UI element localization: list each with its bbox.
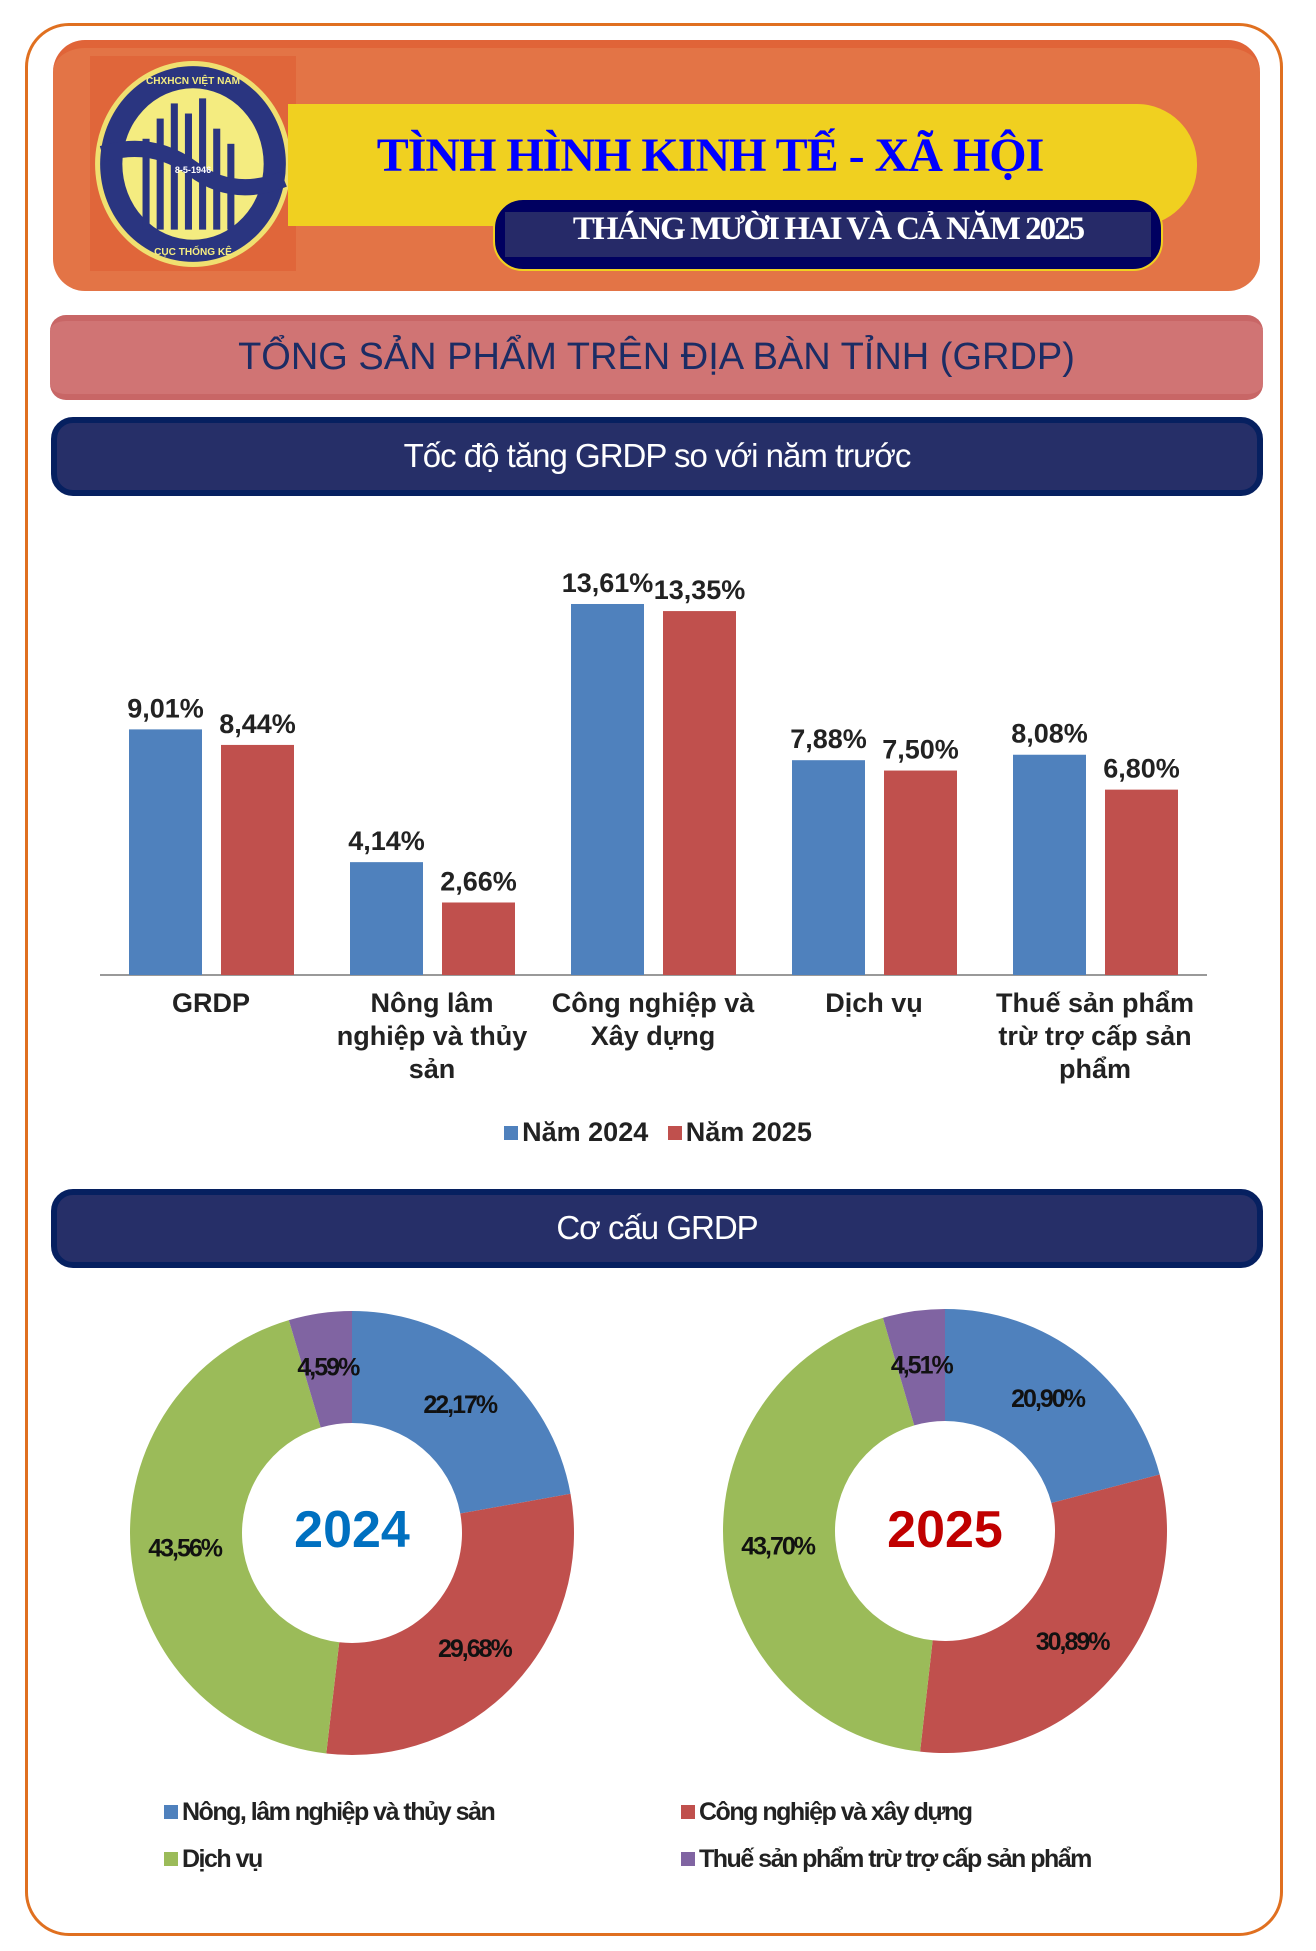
bar-2025	[663, 611, 736, 975]
category-label-line: Nông lâm	[370, 988, 494, 1018]
bar-data-label: 7,50%	[882, 735, 959, 765]
page-frame	[25, 23, 1283, 1936]
growth-section-header: Tốc độ tăng GRDP so với năm trước	[51, 417, 1263, 496]
growth-bar-chart: 9,01% 8,44% 4,14% 2,66% 13,61% 13,35% 7,88% 7,5…	[0, 540, 1316, 1140]
grdp-banner: TỔNG SẢN PHẨM TRÊN ĐỊA BÀN TỈNH (GRDP)	[50, 315, 1263, 400]
subtitle-inner	[505, 212, 1151, 257]
legend-item-2025: Năm 2025	[667, 1117, 812, 1147]
category-label: Dịch vụ	[764, 987, 984, 1020]
donut-slice	[945, 1309, 1160, 1503]
legend-swatch	[667, 1126, 682, 1140]
category-label-line: Dịch vụ	[825, 988, 923, 1018]
page-title: TÌNH HÌNH KINH TẾ - XÃ HỘI	[376, 129, 1045, 182]
donut-slice	[920, 1474, 1167, 1753]
donut-legend-industry: Công nghiệp và xây dựng	[681, 1798, 973, 1827]
legend-label: Năm 2024	[522, 1117, 649, 1147]
category-label-line: trừ trợ cấp sản	[998, 1021, 1192, 1051]
bar-2025	[1105, 789, 1178, 975]
bar-data-label: 4,14%	[348, 826, 425, 856]
donut-2025-center-label: 2025	[887, 1501, 1003, 1559]
bar-data-label: 8,44%	[219, 709, 296, 739]
category-label: Công nghiệp và Xây dựng	[543, 987, 763, 1053]
category-label: Nông lâm nghiệp và thủy sản	[322, 987, 542, 1086]
legend-label: Công nghiệp và xây dựng	[699, 1798, 973, 1826]
bar-data-label: 13,61%	[562, 568, 654, 598]
legend-swatch	[681, 1805, 695, 1819]
page-subtitle: THÁNG MƯỜI HAI VÀ CẢ NĂM 2025	[572, 211, 1085, 247]
legend-item-2024: Năm 2024	[504, 1117, 648, 1147]
bar-data-label: 2,66%	[440, 866, 517, 896]
donut-data-label: 30,89%	[1036, 1628, 1111, 1656]
donut-slice	[326, 1493, 574, 1755]
bar-2024	[1013, 754, 1086, 975]
category-label-line: nghiệp và thủy	[336, 1021, 528, 1051]
category-label-line: GRDP	[171, 988, 250, 1018]
bar-data-label: 8,08%	[1011, 719, 1088, 749]
category-label-line: phẩm	[1058, 1054, 1131, 1084]
svg-text:8-5-1946: 8-5-1946	[175, 165, 211, 175]
donut-2024-center-label: 2024	[294, 1501, 410, 1559]
category-label-line: sản	[408, 1054, 456, 1084]
category-label-line: Công nghiệp và	[551, 988, 755, 1018]
donut-slice	[288, 1311, 352, 1428]
bar-data-label: 9,01%	[127, 693, 204, 723]
bar-2025	[884, 770, 957, 975]
donut-data-label: 29,68%	[438, 1635, 513, 1663]
legend-label: Năm 2025	[685, 1117, 812, 1147]
legend-swatch	[164, 1805, 178, 1819]
donut-legend-agriculture: Nông, lâm nghiệp và thủy sản	[164, 1798, 496, 1827]
structure-donut-charts: 22,17% 29,68% 43,56% 4,59% 20,90% 30,89% 43,70…	[129, 1309, 1167, 1755]
donut-data-label: 43,70%	[741, 1532, 816, 1560]
category-label: GRDP	[101, 987, 321, 1020]
legend-swatch	[164, 1852, 178, 1866]
statistics-office-logo: 8-5-1946 CHXHCN VIỆT NAM CỤC THỐNG KÊ	[95, 61, 291, 267]
donut-data-label: 4,59%	[297, 1354, 360, 1382]
donut-data-label: 22,17%	[423, 1391, 498, 1419]
category-label: Thuế sản phẩm trừ trợ cấp sản phẩm	[985, 987, 1205, 1086]
bar-2024	[792, 760, 865, 975]
donut-data-label: 43,56%	[148, 1534, 223, 1562]
bar-2025	[221, 744, 294, 975]
legend-label: Nông, lâm nghiệp và thủy sản	[182, 1798, 496, 1826]
svg-text:CỤC THỐNG KÊ: CỤC THỐNG KÊ	[154, 244, 232, 258]
donut-slice	[352, 1311, 571, 1514]
donut-legend-taxes: Thuế sản phẩm trừ trợ cấp sản phẩm	[681, 1845, 1092, 1874]
bar-2024	[571, 603, 644, 975]
category-label-line: Thuế sản phẩm	[995, 988, 1195, 1018]
bar-chart-plot: 9,01% 8,44% 4,14% 2,66% 13,61% 13,35% 7,88% 7,5…	[100, 568, 1207, 976]
legend-label: Dịch vụ	[182, 1845, 263, 1873]
donut-slice	[882, 1309, 945, 1426]
donut-slice	[129, 1320, 340, 1754]
bar-data-label: 6,80%	[1103, 754, 1180, 784]
donut-data-label: 4,51%	[891, 1352, 954, 1380]
donut-data-label: 20,90%	[1011, 1385, 1086, 1413]
bar-2025	[442, 902, 515, 975]
category-label-line: Xây dựng	[590, 1021, 716, 1051]
bar-2024	[129, 729, 202, 975]
svg-text:CHXHCN VIỆT NAM: CHXHCN VIỆT NAM	[146, 74, 240, 87]
subtitle-box: THÁNG MƯỜI HAI VÀ CẢ NĂM 2025	[493, 198, 1163, 271]
legend-label: Thuế sản phẩm trừ trợ cấp sản phẩm	[699, 1845, 1092, 1873]
bar-2024	[350, 862, 423, 975]
bar-data-label: 7,88%	[790, 724, 867, 754]
donut-legend-services: Dịch vụ	[164, 1845, 263, 1874]
structure-section-header: Cơ cấu GRDP	[51, 1189, 1263, 1268]
legend-swatch	[681, 1852, 695, 1866]
bar-chart-legend: Năm 2024 Năm 2025	[0, 1117, 1316, 1148]
legend-swatch	[504, 1126, 519, 1140]
bar-data-label: 13,35%	[654, 575, 746, 605]
donut-slice	[723, 1317, 933, 1752]
